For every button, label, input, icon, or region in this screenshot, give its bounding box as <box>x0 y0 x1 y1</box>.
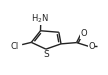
Text: S: S <box>44 50 49 59</box>
Text: Cl: Cl <box>11 42 19 51</box>
Text: H$_2$N: H$_2$N <box>31 12 49 25</box>
Text: O: O <box>88 42 95 51</box>
Text: O: O <box>80 29 87 38</box>
